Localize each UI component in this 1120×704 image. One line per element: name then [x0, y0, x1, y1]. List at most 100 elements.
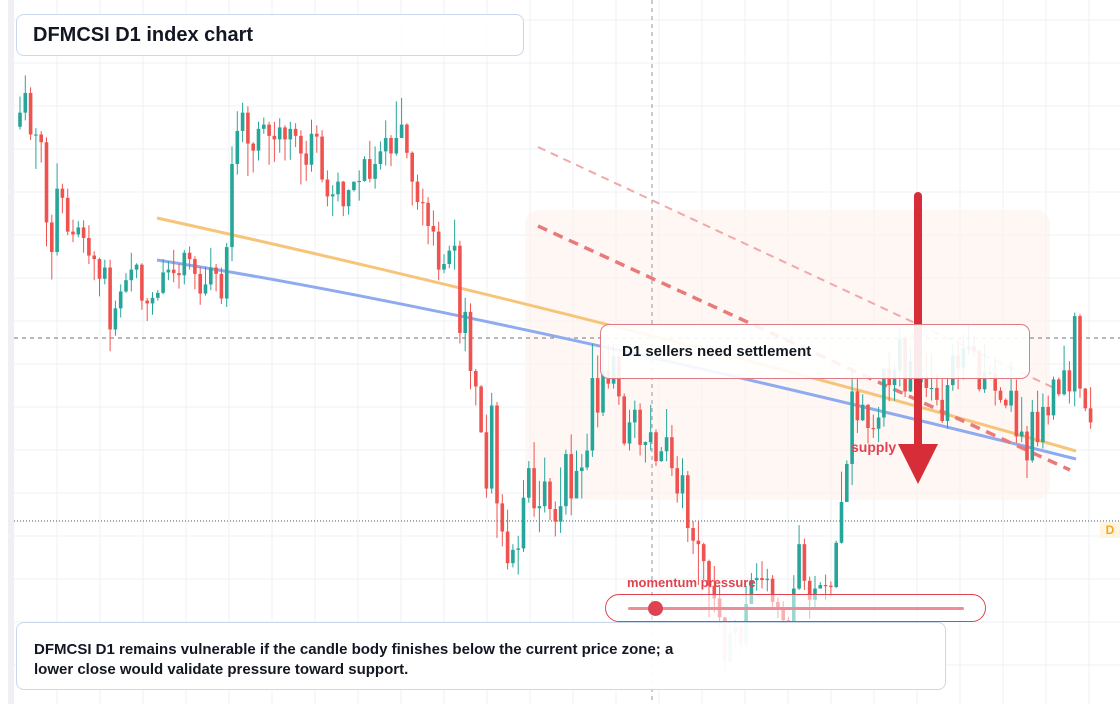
candle-bull — [834, 542, 838, 588]
momentum-bar — [628, 607, 964, 610]
candle-bear — [60, 188, 65, 198]
candle-bear — [468, 311, 473, 372]
candle-bear — [1083, 388, 1088, 409]
candle-bull — [839, 501, 844, 543]
candle-bull — [18, 112, 22, 127]
candle-bear — [622, 396, 626, 444]
candle-bear — [325, 179, 330, 197]
candle-bull — [209, 267, 213, 285]
candle-bull — [352, 181, 356, 191]
candle-bear — [415, 181, 420, 203]
candle-bull — [357, 180, 361, 183]
candle-bull — [542, 481, 547, 507]
candle-bear — [532, 468, 536, 509]
resistance-dash-light — [537, 146, 1053, 388]
candle-bull — [945, 385, 950, 421]
candle-bear — [171, 269, 176, 274]
candle-bear — [940, 399, 944, 421]
left-edge-strip — [8, 0, 14, 704]
candle-bull — [346, 190, 351, 207]
candle-bear — [214, 267, 218, 274]
candle-bull — [262, 124, 266, 129]
candle-bear — [484, 432, 489, 489]
candle-bear — [924, 376, 929, 388]
candle-bull — [150, 297, 155, 304]
candle-bear — [140, 264, 144, 301]
candle-bear — [341, 181, 346, 207]
momentum-handle[interactable] — [647, 601, 663, 616]
candle-bear — [654, 432, 658, 462]
candle-bull — [23, 92, 28, 113]
candle-bull — [521, 497, 526, 549]
candle-bear — [770, 578, 775, 602]
candle-bear — [691, 528, 695, 541]
candle-bear — [670, 437, 674, 469]
candle-bull — [749, 580, 754, 605]
candle-bull — [447, 250, 452, 264]
candle-bear — [81, 227, 86, 238]
candle-bear — [998, 390, 1003, 400]
candle-bull — [1030, 411, 1035, 461]
candle-bear — [426, 202, 430, 226]
candle-bear — [638, 409, 642, 445]
candle-bull — [1062, 370, 1066, 395]
candle-bear — [802, 544, 807, 581]
title-card: DFMCSI D1 index chart — [16, 14, 524, 56]
candle-bear — [701, 544, 706, 562]
candle-bear — [553, 508, 558, 522]
candle-bull — [580, 467, 584, 471]
candle-bear — [871, 428, 876, 430]
momentum-slider[interactable] — [605, 594, 986, 622]
candle-bull — [1009, 390, 1013, 406]
candle-bear — [145, 300, 149, 304]
candle-series — [18, 75, 1093, 671]
candle-bull — [1041, 406, 1045, 443]
candle-bull — [845, 463, 849, 502]
candle-bear — [293, 128, 298, 136]
candle-bear — [39, 134, 43, 143]
candle-bull — [113, 308, 118, 330]
note-card: DFMCSI D1 remains vulnerable if the cand… — [16, 622, 946, 690]
candle-bull — [103, 267, 107, 279]
candle-bull — [442, 264, 446, 270]
candle-bull — [76, 227, 81, 235]
candle-bull — [659, 451, 664, 462]
candle-bear — [410, 152, 414, 182]
candle-bull — [55, 188, 59, 253]
candle-bear — [272, 135, 277, 140]
candle-bull — [383, 137, 388, 152]
candle-bull — [633, 409, 637, 423]
candle-bull — [373, 164, 377, 179]
candle-bear — [1078, 316, 1082, 389]
candle-bear — [389, 137, 393, 154]
candle-bear — [1035, 411, 1040, 443]
candle-bull — [129, 269, 134, 281]
candle-bull — [489, 405, 494, 489]
candle-bull — [754, 577, 759, 581]
candle-bear — [823, 585, 828, 587]
candle-bull — [527, 468, 531, 498]
candle-bear — [87, 237, 91, 256]
candle-bear — [436, 231, 441, 270]
down-arrow-head — [898, 444, 938, 484]
candle-bear — [283, 127, 287, 140]
candle-bear — [246, 112, 250, 144]
candle-bear — [405, 124, 409, 153]
candle-bull — [982, 372, 987, 390]
candle-bull — [574, 470, 579, 499]
candle-bull — [511, 549, 515, 564]
candle-bear — [993, 373, 997, 391]
candle-bear — [548, 481, 552, 509]
candle-bear — [198, 273, 202, 294]
candle-bull — [818, 585, 823, 589]
candle-bear — [1046, 406, 1050, 416]
candle-bull — [399, 124, 404, 138]
candle-bull — [336, 181, 340, 195]
candle-bear — [807, 580, 812, 600]
candle-bull — [256, 128, 261, 151]
candle-bull — [876, 417, 881, 429]
candle-bull — [277, 127, 282, 140]
candle-bull — [648, 432, 653, 443]
candle-bear — [707, 561, 711, 586]
